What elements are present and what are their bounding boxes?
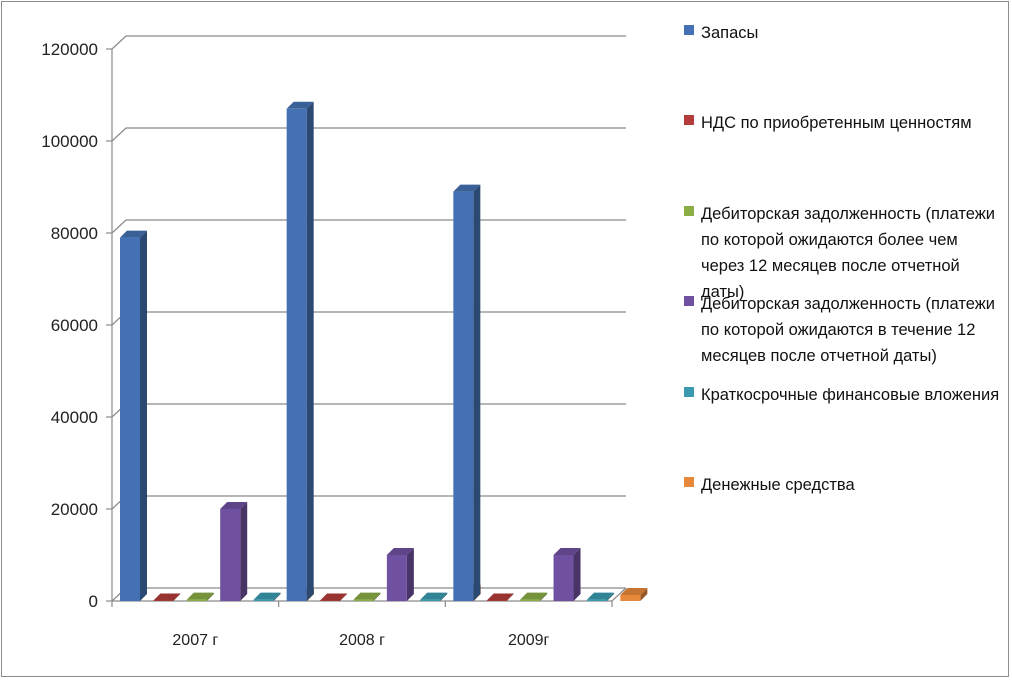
grid-line-4: [111, 219, 626, 234]
bar: [253, 592, 281, 601]
y-axis-tick-labels: 0 20000 40000 60000 80000 100000 120000: [41, 40, 98, 611]
bar: [586, 592, 614, 601]
y-tick-label: 100000: [41, 132, 98, 151]
legend-swatch: [684, 115, 694, 125]
legend-swatch: [684, 477, 694, 487]
legend-swatch: [684, 387, 694, 397]
bar: [320, 593, 348, 601]
bar: [353, 592, 381, 601]
grid-lines: [111, 35, 626, 602]
x-category-label: 2007 г: [172, 632, 218, 649]
bar: [553, 548, 581, 601]
legend-swatch: [684, 206, 694, 216]
bar-chart: 0 20000 40000 60000 80000 100000 120000 2007 г…: [41, 35, 648, 649]
grid-line-6: [111, 35, 626, 50]
grid-line-1: [111, 495, 626, 510]
bar: [186, 592, 214, 601]
axes: [106, 48, 627, 607]
legend-label: Денежные средства: [701, 476, 855, 494]
grid-line-2: [111, 403, 626, 418]
y-tick-label: 120000: [41, 40, 98, 59]
x-axis-category-labels: 2007 г 2008 г 2009г: [172, 632, 549, 649]
bar: [453, 184, 481, 601]
x-category-label: 2009г: [508, 632, 550, 649]
bar: [220, 502, 248, 601]
legend: Запасы НДС по приобретенным ценностям Деби…: [684, 0, 1004, 660]
y-tick-label: 0: [89, 592, 98, 611]
bar: [420, 592, 448, 601]
legend-swatch: [684, 25, 694, 35]
legend-label: Краткосрочные финансовые вложения: [701, 386, 1000, 404]
legend-label: Дебиторская задолженность (платежи по ко…: [701, 205, 995, 301]
bar: [520, 592, 548, 601]
bar: [286, 101, 314, 602]
y-tick-label: 20000: [51, 500, 98, 519]
legend-label: Запасы: [701, 24, 759, 42]
bar: [486, 593, 514, 601]
bar: [620, 588, 648, 601]
y-tick-label: 60000: [51, 316, 98, 335]
grid-line-3: [111, 311, 626, 326]
legend-swatch: [684, 296, 694, 306]
legend-label: Дебиторская задолженность (платежи по ко…: [701, 295, 995, 365]
bars: [120, 101, 648, 602]
bar: [120, 230, 147, 601]
y-tick-label: 80000: [51, 224, 98, 243]
bar: [153, 593, 181, 601]
y-tick-label: 40000: [51, 408, 98, 427]
grid-line-5: [111, 127, 626, 142]
x-category-label: 2008 г: [339, 632, 385, 649]
bar: [386, 548, 414, 601]
legend-label: НДС по приобретенным ценностям: [701, 114, 972, 132]
